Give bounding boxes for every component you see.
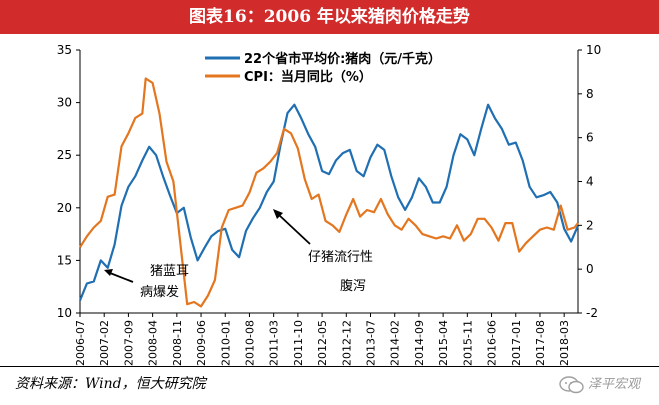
x-tick-label: 2018-03 <box>558 320 571 366</box>
x-tick-label: 2006-07 <box>74 320 87 366</box>
title-bar <box>0 0 659 34</box>
annotation-text: 腹泻 <box>340 278 366 294</box>
y-right-tick-label: 10 <box>586 43 601 57</box>
wechat-icon <box>559 376 584 394</box>
watermark: 泽平宏观 <box>558 374 658 396</box>
annotation-arrowhead <box>104 269 113 276</box>
y-right-tick-label: -2 <box>586 306 598 320</box>
source-divider <box>0 366 659 367</box>
x-tick-label: 2008-04 <box>147 320 160 366</box>
y-left-tick-label: 20 <box>57 201 72 215</box>
series-line-cpi <box>79 77 579 308</box>
x-tick-label: 2015-11 <box>461 320 474 366</box>
x-tick-label: 2017-01 <box>510 320 523 366</box>
x-tick-label: 2009-06 <box>195 320 208 366</box>
figure-title: 图表16：2006 年以来猪肉价格走势 <box>189 7 470 27</box>
x-tick-label: 2011-10 <box>292 320 305 366</box>
y-left-tick-label: 25 <box>57 148 72 162</box>
annotation-arrow <box>278 214 311 245</box>
x-tick-label: 2012-05 <box>316 320 329 366</box>
watermark-text: 泽平宏观 <box>588 377 641 392</box>
x-tick-label: 2015-04 <box>437 320 450 366</box>
legend-label-cpi: CPI：当月同比（%） <box>244 69 372 85</box>
x-tick-label: 2008-11 <box>171 320 184 366</box>
y-right-tick-label: 8 <box>586 87 594 101</box>
annotation-text: 病爆发 <box>140 284 179 300</box>
y-left-tick-label: 10 <box>57 306 72 320</box>
annotation-text: 仔猪流行性 <box>308 250 373 265</box>
annotation-text: 猪蓝耳 <box>150 264 189 279</box>
x-tick-label: 2007-09 <box>122 320 135 366</box>
source-note: 资料来源：Wind，恒大研究院 <box>15 376 206 392</box>
x-tick-label: 2017-08 <box>534 320 547 366</box>
x-tick-label: 2010-01 <box>219 320 232 366</box>
y-right-tick-label: 4 <box>586 175 594 189</box>
x-tick-label: 2010-08 <box>243 320 256 366</box>
y-left-tick-label: 35 <box>57 43 72 57</box>
x-tick-label: 2013-07 <box>365 320 378 366</box>
y-right-tick-label: 6 <box>586 131 594 145</box>
x-tick-label: 2014-02 <box>389 320 402 366</box>
y-right-tick-label: 2 <box>586 218 594 232</box>
chart-series <box>78 77 580 308</box>
annotation-arrow <box>109 272 134 283</box>
series-line-pork <box>78 103 580 301</box>
y-right-tick-label: 0 <box>586 262 594 276</box>
x-tick-label: 2014-09 <box>413 320 426 366</box>
y-left-tick-label: 15 <box>57 253 72 267</box>
x-tick-label: 2016-06 <box>486 320 499 366</box>
x-tick-label: 2011-03 <box>268 320 281 366</box>
y-left-tick-label: 30 <box>57 96 72 110</box>
annotation-arrowhead <box>273 209 283 219</box>
x-tick-label: 2007-02 <box>98 320 111 366</box>
chart-legend: 22个省市平均价:猪肉（元/千克） CPI：当月同比（%） <box>205 51 441 85</box>
x-tick-label: 2012-12 <box>340 320 353 366</box>
legend-label-pork: 22个省市平均价:猪肉（元/千克） <box>244 51 441 67</box>
